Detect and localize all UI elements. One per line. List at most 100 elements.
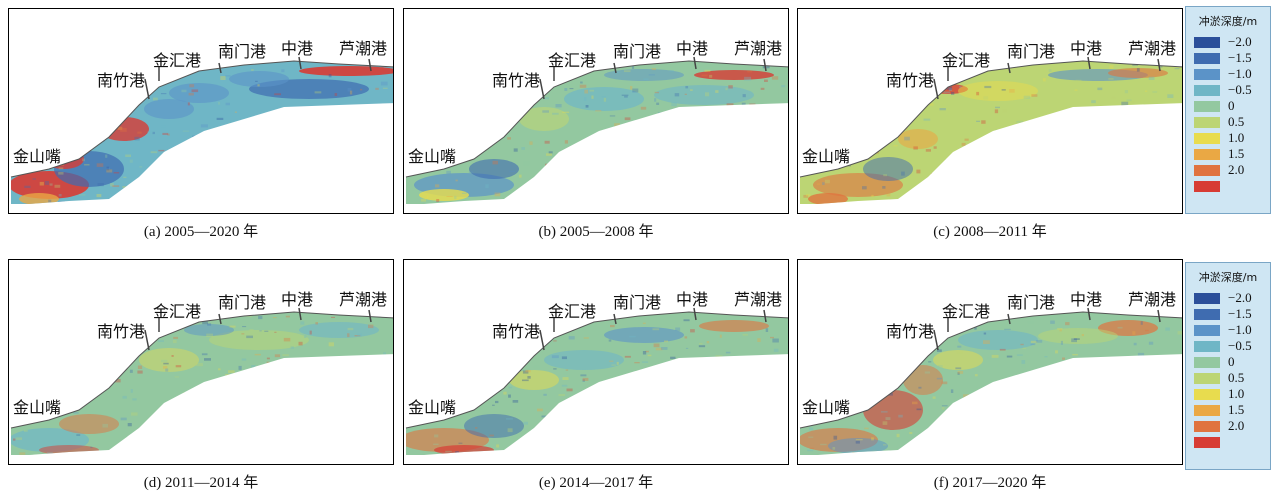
harbor-markers [539, 307, 767, 351]
place-label-zhonggang: 中港 [281, 39, 314, 58]
place-label-zhonggang: 中港 [1070, 39, 1103, 58]
legend-label: −2.0 [1228, 290, 1252, 305]
legend-swatch [1194, 117, 1220, 128]
shoreline [405, 60, 788, 178]
legend-label: 0.5 [1228, 370, 1245, 385]
place-label-jinshanzui: 金山嘴 [13, 398, 62, 417]
legend-swatch [1194, 53, 1220, 64]
panel-caption-f: (f) 2017—2020 年 [933, 475, 1047, 491]
legend-swatch [1194, 149, 1220, 160]
place-label-luchaogang: 芦潮港 [339, 290, 388, 309]
place-label-jinhuigang: 金汇港 [153, 51, 202, 70]
legend-label: −1.5 [1228, 50, 1252, 65]
legend-label: 2.0 [1228, 418, 1245, 433]
harbor-markers [144, 307, 372, 351]
place-label-jinhuigang: 金汇港 [942, 302, 991, 321]
map-canvas [799, 307, 1182, 455]
place-label-nanmengang: 南门港 [218, 42, 267, 61]
map-canvas [10, 307, 393, 455]
map-canvas [405, 307, 788, 455]
panel-caption-d: (d) 2011—2014 年 [143, 475, 259, 491]
legend-label: 0.5 [1228, 114, 1245, 129]
legend-label: 1.5 [1228, 146, 1245, 161]
place-label-jinshanzui: 金山嘴 [408, 147, 457, 166]
place-label-jinshanzui: 金山嘴 [13, 147, 62, 166]
legend-label: −0.5 [1228, 338, 1252, 353]
place-label-jinhuigang: 金汇港 [548, 51, 597, 70]
legend-swatch [1194, 373, 1220, 384]
map-panel-b: 金山嘴 南竹港 金汇港 南门港 中港 芦潮港 [403, 8, 789, 214]
place-label-nanzhugang: 南竹港 [886, 71, 935, 90]
legend-label: 1.0 [1228, 386, 1245, 401]
panel-caption-c: (c) 2008—2011 年 [933, 224, 1047, 240]
place-label-nanzhugang: 南竹港 [886, 322, 935, 341]
legend-swatch [1194, 133, 1220, 144]
shoreline [10, 311, 393, 429]
legend-label: 2.0 [1228, 162, 1245, 177]
map-panel-c: 金山嘴 南竹港 金汇港 南门港 中港 芦潮港 [797, 8, 1183, 214]
shoreline [799, 311, 1182, 429]
legend-swatch [1194, 165, 1220, 176]
place-label-nanzhugang: 南竹港 [97, 71, 146, 90]
place-label-luchaogang: 芦潮港 [339, 39, 388, 58]
legend-label: −2.0 [1228, 34, 1252, 49]
place-label-nanzhugang: 南竹港 [492, 71, 541, 90]
legend-swatch [1194, 341, 1220, 352]
map-panel-e: 金山嘴 南竹港 金汇港 南门港 中港 芦潮港 [403, 259, 789, 465]
legend-title: 冲淤深度/m [1198, 271, 1258, 284]
place-label-zhonggang: 中港 [1070, 290, 1103, 309]
panel-caption-b: (b) 2005—2008 年 [538, 224, 654, 240]
legend-swatch [1194, 181, 1220, 192]
place-label-jinshanzui: 金山嘴 [408, 398, 457, 417]
legend-title: 冲淤深度/m [1198, 15, 1258, 28]
legend-swatch [1194, 37, 1220, 48]
place-label-nanzhugang: 南竹港 [97, 322, 146, 341]
place-label-jinhuigang: 金汇港 [153, 302, 202, 321]
place-label-luchaogang: 芦潮港 [1128, 39, 1177, 58]
map-panel-a: 金山嘴 南竹港 金汇港 南门港 中港 芦潮港 [8, 8, 394, 214]
panel-caption-e: (e) 2014—2017 年 [538, 475, 654, 491]
place-label-nanmengang: 南门港 [1007, 293, 1056, 312]
shoreline [799, 60, 1182, 178]
legend-label: −1.5 [1228, 306, 1252, 321]
place-label-jinhuigang: 金汇港 [548, 302, 597, 321]
shoreline [405, 311, 788, 429]
place-label-luchaogang: 芦潮港 [1128, 290, 1177, 309]
legend-swatch [1194, 69, 1220, 80]
harbor-markers [539, 56, 767, 100]
legend-label: 0 [1228, 354, 1235, 369]
legend-swatch [1194, 357, 1220, 368]
place-label-luchaogang: 芦潮港 [734, 39, 783, 58]
map-canvas [799, 56, 1182, 204]
place-label-jinhuigang: 金汇港 [942, 51, 991, 70]
map-canvas [405, 56, 788, 204]
legend-swatch [1194, 293, 1220, 304]
legend-swatch [1194, 421, 1220, 432]
place-label-nanmengang: 南门港 [218, 293, 267, 312]
legend-label: −1.0 [1228, 66, 1252, 81]
legend-swatch [1194, 405, 1220, 416]
legend-swatch [1194, 437, 1220, 448]
map-canvas [10, 56, 393, 204]
harbor-markers [933, 56, 1161, 100]
place-label-nanzhugang: 南竹港 [492, 322, 541, 341]
map-panel-d: 金山嘴 南竹港 金汇港 南门港 中港 芦潮港 [8, 259, 394, 465]
harbor-markers [933, 307, 1161, 351]
legend-label: 0 [1228, 98, 1235, 113]
legend-label: 1.0 [1228, 130, 1245, 145]
legend-top: 冲淤深度/m −2.0 −1.5 −1.0 −0.5 0 0.5 1.0 1.5… [1185, 6, 1271, 214]
place-label-nanmengang: 南门港 [1007, 42, 1056, 61]
place-label-luchaogang: 芦潮港 [734, 290, 783, 309]
place-label-zhonggang: 中港 [281, 290, 314, 309]
panel-caption-a: (a) 2005—2020 年 [143, 224, 259, 240]
place-label-zhonggang: 中港 [676, 39, 709, 58]
legend-swatch [1194, 101, 1220, 112]
legend-swatch [1194, 85, 1220, 96]
legend-swatch [1194, 389, 1220, 400]
legend-bottom: 冲淤深度/m −2.0 −1.5 −1.0 −0.5 0 0.5 1.0 1.5… [1185, 262, 1271, 470]
place-label-nanmengang: 南门港 [613, 293, 662, 312]
place-label-nanmengang: 南门港 [613, 42, 662, 61]
shoreline [10, 60, 393, 178]
legend-label: −0.5 [1228, 82, 1252, 97]
map-panel-f: 金山嘴 南竹港 金汇港 南门港 中港 芦潮港 [797, 259, 1183, 465]
